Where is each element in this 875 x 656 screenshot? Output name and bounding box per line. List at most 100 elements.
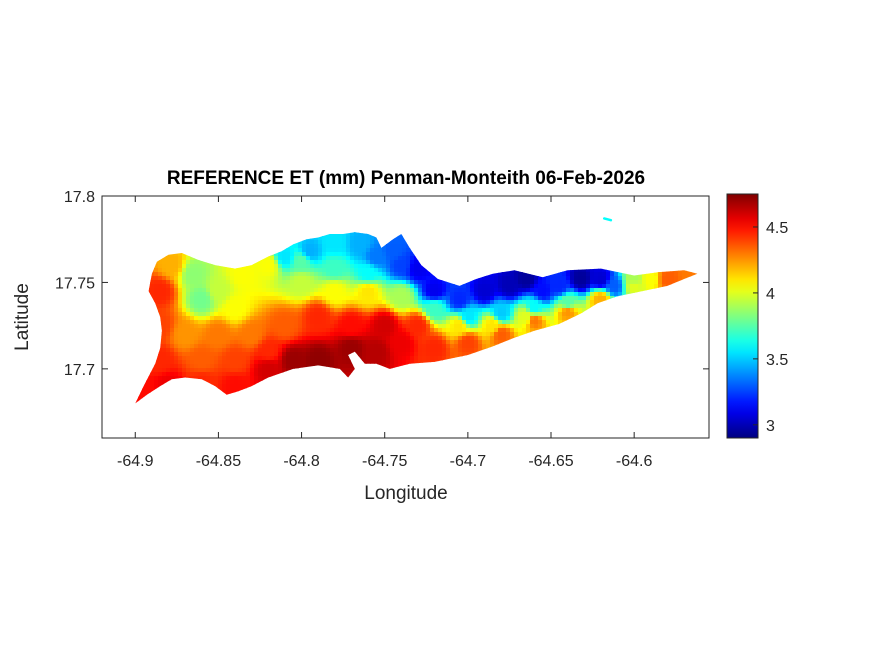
heatmap-cell <box>218 280 223 285</box>
heatmap-cell <box>518 276 523 281</box>
heatmap-cell <box>314 320 319 325</box>
heatmap-cell <box>586 276 591 281</box>
heatmap-cell <box>354 300 359 305</box>
heatmap-cell <box>326 268 331 273</box>
heatmap-cell <box>406 284 411 289</box>
heatmap-cell <box>334 308 339 313</box>
heatmap-cell <box>634 276 639 281</box>
heatmap-cell <box>186 304 191 309</box>
heatmap-cell <box>286 316 291 321</box>
heatmap-cell <box>318 244 323 249</box>
heatmap-cell <box>286 260 291 265</box>
heatmap-cell <box>218 320 223 325</box>
heatmap-cell <box>218 324 223 329</box>
heatmap-cell <box>602 288 607 293</box>
heatmap-cell <box>674 276 679 281</box>
heatmap-cell <box>322 276 327 281</box>
heatmap-cell <box>570 268 575 273</box>
heatmap-cell <box>214 276 219 281</box>
heatmap-cell <box>486 304 491 309</box>
heatmap-cell <box>334 292 339 297</box>
heatmap-cell <box>294 248 299 253</box>
heatmap-cell <box>186 256 191 261</box>
heatmap-cell <box>178 320 183 325</box>
heatmap-cell <box>398 324 403 329</box>
heatmap-cell <box>386 292 391 297</box>
heatmap-cell <box>378 284 383 289</box>
heatmap-cell <box>178 288 183 293</box>
heatmap-cell <box>278 280 283 285</box>
heatmap-cell <box>342 248 347 253</box>
heatmap-cell <box>422 324 427 329</box>
heatmap-cell <box>250 304 255 309</box>
heatmap-cell <box>662 280 667 285</box>
heatmap-cell <box>654 272 659 277</box>
heatmap-cell <box>630 288 635 293</box>
heatmap-cell <box>430 308 435 313</box>
heatmap-cell <box>274 304 279 309</box>
heatmap-cell <box>462 296 467 301</box>
heatmap-cell <box>334 232 339 237</box>
heatmap-cell <box>154 284 159 289</box>
heatmap-cell <box>366 288 371 293</box>
heatmap-cell <box>278 252 283 257</box>
heatmap-cell <box>302 304 307 309</box>
heatmap-cell <box>374 236 379 241</box>
heatmap-cell <box>510 300 515 305</box>
heatmap-cell <box>382 244 387 249</box>
heatmap-cell <box>182 280 187 285</box>
heatmap-cell <box>158 276 163 281</box>
heatmap-cell <box>450 296 455 301</box>
heatmap-cell <box>462 320 467 325</box>
heatmap-cell <box>626 276 631 281</box>
heatmap-cell <box>586 268 591 273</box>
heatmap-cell <box>354 304 359 309</box>
heatmap-cell <box>174 276 179 281</box>
heatmap-cell <box>362 280 367 285</box>
heatmap-cell <box>358 300 363 305</box>
heatmap-cell <box>382 268 387 273</box>
heatmap-cell <box>490 312 495 317</box>
heatmap-cell <box>290 308 295 313</box>
heatmap-cell <box>606 296 611 301</box>
heatmap-cell <box>566 292 571 297</box>
heatmap-cell <box>254 316 259 321</box>
heatmap-cell <box>270 292 275 297</box>
heatmap-cell <box>182 292 187 297</box>
heatmap-cell <box>374 308 379 313</box>
heatmap-cell <box>534 296 539 301</box>
heatmap-cell <box>202 316 207 321</box>
heatmap-cell <box>486 312 491 317</box>
heatmap-cell <box>402 320 407 325</box>
heatmap-cell <box>530 300 535 305</box>
heatmap-cell <box>270 260 275 265</box>
heatmap-cell <box>302 284 307 289</box>
heatmap-cell <box>398 264 403 269</box>
heatmap-cell <box>366 240 371 245</box>
heatmap-cell <box>350 284 355 289</box>
heatmap-cell <box>486 276 491 281</box>
heatmap-cell <box>522 324 527 329</box>
heatmap-cell <box>266 260 271 265</box>
heatmap-cell <box>250 284 255 289</box>
heatmap-cell <box>278 312 283 317</box>
heatmap-cell <box>298 268 303 273</box>
heatmap-cell <box>502 292 507 297</box>
heatmap-cell <box>262 312 267 317</box>
heatmap-cell <box>158 308 163 313</box>
heatmap-cell <box>294 292 299 297</box>
heatmap-cell <box>522 312 527 317</box>
heatmap-cell <box>246 304 251 309</box>
heatmap-cell <box>310 308 315 313</box>
heatmap-cell <box>338 276 343 281</box>
heatmap-cell <box>594 300 599 305</box>
heatmap-cell <box>358 296 363 301</box>
heatmap-cell <box>238 304 243 309</box>
heatmap-cell <box>382 292 387 297</box>
heatmap-cell <box>574 300 579 305</box>
heatmap-cell <box>294 272 299 277</box>
heatmap-cell <box>514 272 519 277</box>
heatmap-cell <box>254 308 259 313</box>
heatmap-cell <box>470 304 475 309</box>
